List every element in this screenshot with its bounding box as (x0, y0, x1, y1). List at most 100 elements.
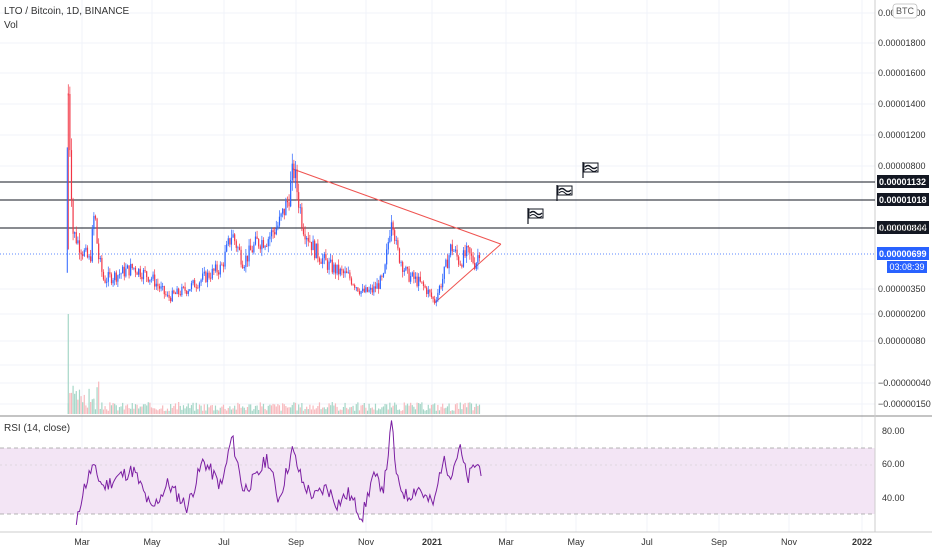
candle (360, 290, 362, 297)
price-axis[interactable]: 0.000020000.000018000.000016000.00001400… (878, 8, 931, 409)
price-candles (66, 84, 481, 307)
candle (242, 260, 244, 269)
volume-bar (434, 403, 436, 414)
candle (430, 288, 433, 299)
candle (397, 237, 399, 251)
volume-bar (467, 402, 469, 414)
volume-bar (333, 405, 335, 414)
level-price-label[interactable] (877, 175, 929, 188)
volume-legend[interactable]: Vol (4, 20, 18, 31)
volume-bar (171, 407, 173, 414)
volume-bar (181, 409, 183, 414)
support-trendline[interactable] (433, 243, 502, 304)
volume-bar (184, 408, 186, 414)
flag-icon[interactable] (527, 208, 544, 224)
volume-bar (302, 410, 305, 414)
candle (427, 285, 429, 298)
candle (362, 283, 364, 293)
candle (446, 254, 449, 269)
candle (190, 280, 193, 292)
rsi-axis[interactable]: 80.00 60.00 40.00 (882, 426, 905, 503)
volume-bar (363, 403, 365, 414)
volume-bar (168, 410, 170, 414)
volume-bar (357, 402, 359, 414)
currency-badge[interactable] (892, 3, 918, 19)
candle (477, 248, 479, 270)
level-price-label[interactable] (877, 221, 929, 234)
candle (80, 249, 82, 261)
volume-bar (445, 407, 447, 414)
candle (123, 262, 125, 281)
candle (240, 246, 242, 268)
volume-bar (274, 404, 276, 414)
volume-bar (326, 407, 329, 414)
volume-bar (288, 407, 290, 414)
flag-icon[interactable] (556, 185, 573, 201)
candle (262, 237, 265, 249)
candle (267, 236, 269, 253)
candle (386, 243, 388, 270)
candle (98, 238, 100, 264)
candle (419, 271, 421, 283)
volume-bar (432, 404, 434, 414)
candle (376, 278, 378, 289)
candle (312, 235, 314, 251)
candle (168, 290, 170, 302)
candle (136, 271, 138, 275)
volume-bar (102, 409, 105, 414)
volume-bar (240, 407, 242, 414)
candle (365, 284, 367, 294)
volume-bar (123, 409, 125, 414)
volume-bar (416, 402, 418, 414)
resistance-trendline[interactable] (292, 168, 502, 245)
candle (274, 227, 276, 238)
candle (70, 138, 73, 207)
candle (130, 258, 132, 277)
volume-bar (115, 405, 117, 414)
volume-bar (389, 402, 391, 414)
rsi-band (0, 448, 875, 514)
volume-bar (211, 405, 213, 414)
candle (456, 244, 458, 261)
volume-bar (117, 410, 119, 414)
volume-bar (301, 403, 303, 414)
volume-bar (174, 403, 177, 414)
volume-bar (293, 402, 295, 414)
candle (69, 86, 71, 157)
volume-bar (242, 406, 244, 414)
time-axis[interactable]: Mar May Jul Sep Nov 2021 Mar May Jul Sep Nov 2022 (74, 537, 872, 547)
time-axis-tick-label: Nov (358, 537, 375, 547)
trendline-drawing[interactable] (292, 168, 502, 304)
volume-bar (461, 409, 463, 414)
volume-bar (146, 405, 148, 414)
candle (358, 288, 361, 296)
candle (445, 258, 447, 268)
volume-bar (341, 409, 343, 414)
candle (146, 270, 148, 283)
level-price-label[interactable] (877, 193, 929, 206)
volume-bar (83, 394, 85, 414)
rsi-legend[interactable]: RSI (14, close) (4, 423, 70, 434)
flag-markers[interactable] (527, 162, 599, 224)
candle (203, 266, 205, 276)
last-price-label[interactable] (877, 247, 929, 260)
candle (272, 228, 274, 239)
candle (126, 264, 129, 269)
volume-bar (152, 408, 154, 414)
volume-bar (282, 403, 284, 414)
volume-bar (307, 409, 309, 414)
volume-bar (459, 402, 461, 414)
candle (194, 278, 196, 288)
volume-bar (411, 405, 413, 414)
candle (315, 243, 317, 259)
volume-bar (426, 410, 428, 414)
flag-icon[interactable] (582, 162, 599, 178)
volume-bar (458, 408, 460, 414)
candle (403, 267, 405, 276)
candle (440, 283, 442, 290)
symbol-title[interactable]: LTO / Bitcoin, 1D, BINANCE (4, 6, 130, 17)
candle (181, 283, 183, 297)
candle (280, 212, 282, 221)
time-axis-tick-label: Jul (641, 537, 653, 547)
candle (221, 262, 223, 266)
